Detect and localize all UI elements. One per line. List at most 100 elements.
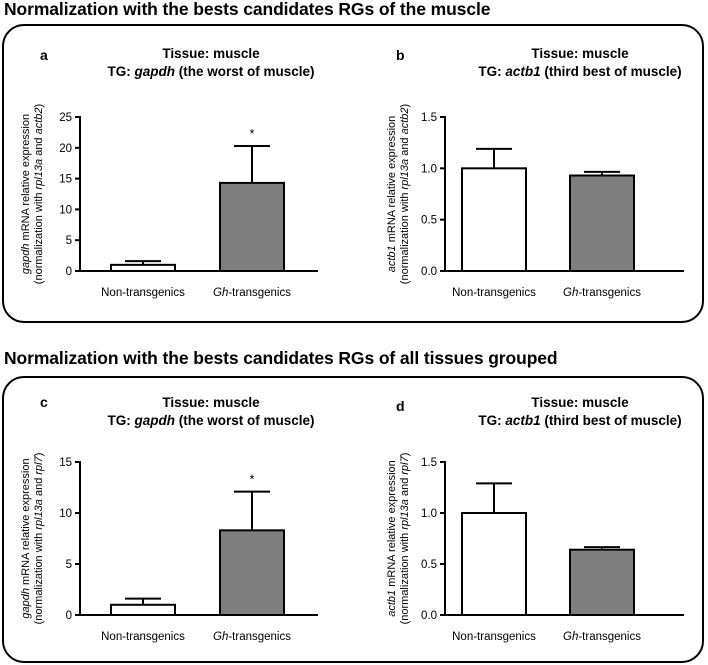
chart-panel-b: b Tissue: muscle TG: actb1 (third best of … — [386, 46, 684, 299]
ylabel-ref2: rpl7 — [33, 455, 45, 474]
category-italic: Gh — [213, 287, 228, 299]
y-tick-label: 5 — [66, 235, 72, 247]
y-tick-label: 5 — [66, 559, 72, 571]
panel-letter: c — [40, 394, 48, 410]
ylabel-suffix: ) — [33, 453, 45, 457]
significance-marker: * — [249, 126, 254, 141]
y-tick-label: 1.5 — [421, 112, 437, 124]
significance-marker: * — [249, 472, 254, 487]
title-suffix: (third best of muscle) — [541, 64, 682, 79]
category-plain: -transgenics — [578, 631, 641, 643]
chart-title-line1: Tissue: muscle — [531, 395, 629, 410]
category-plain: Non-transgenics — [452, 287, 536, 299]
ylabel-and: and — [399, 475, 411, 499]
category-plain: Non-transgenics — [101, 631, 185, 643]
category-plain: -transgenics — [228, 631, 291, 643]
category-plain: -transgenics — [228, 287, 291, 299]
ylabel-ref2: actb2 — [33, 107, 45, 134]
category-plain: -transgenics — [578, 287, 641, 299]
category-italic: Gh — [563, 631, 578, 643]
y-tick-label: 10 — [59, 508, 72, 520]
title-gene: actb1 — [505, 413, 540, 428]
section-title-muscle: Normalization with the bests candidates … — [4, 0, 491, 19]
title-prefix: TG: — [478, 64, 505, 79]
x-tick-label-2: Gh-transgenics — [563, 631, 641, 643]
chart-panel-d: d Tissue: muscle TG: actb1 (third best of … — [386, 395, 684, 643]
bar-1 — [461, 512, 527, 616]
y-axis-label-line2: (normalization with rpl13a and rpl7) — [399, 453, 411, 625]
ylabel-ref1: rpl13a — [33, 499, 45, 530]
ylabel-rest: mRNA relative expression — [386, 116, 398, 246]
ylabel-ref1: rpl13a — [33, 159, 45, 190]
ylabel-suffix: ) — [33, 104, 45, 108]
ylabel-ref2: actb2 — [399, 107, 411, 134]
title-suffix: (the worst of muscle) — [175, 413, 315, 428]
chart-panel-a: a Tissue: muscle TG: gapdh (the worst of m… — [20, 46, 318, 299]
ylabel-gene: gapdh — [20, 244, 32, 275]
y-tick-label: 1.0 — [421, 163, 437, 175]
y-tick-label: 10 — [59, 204, 72, 216]
y-tick-label: 15 — [59, 174, 72, 186]
bar-2 — [219, 181, 285, 272]
title-prefix: TG: — [478, 413, 505, 428]
y-tick-label: 25 — [59, 112, 72, 124]
y-axis-label-line1: actb1 mRNA relative expression — [386, 460, 398, 617]
ylabel-ref1: rpl13a — [399, 159, 411, 190]
y-tick-label: 20 — [59, 143, 72, 155]
panel-frame-all-tissues — [2, 376, 704, 663]
chart-title-line1: Tissue: muscle — [162, 46, 260, 61]
category-plain: Non-transgenics — [101, 287, 185, 299]
title-gene: gapdh — [133, 413, 175, 428]
y-tick-label: 1.5 — [421, 457, 437, 469]
ylabel-suffix: ) — [399, 104, 411, 108]
ylabel-suffix: ) — [399, 453, 411, 457]
category-italic: Gh — [213, 631, 228, 643]
ylabel-prefix: (normalization with — [33, 530, 45, 625]
x-tick-label-1: Non-transgenics — [101, 287, 185, 299]
x-tick-label-1: Non-transgenics — [452, 631, 536, 643]
chart-title-line2: TG: gapdh (the worst of muscle) — [107, 413, 314, 428]
chart-title-line1: Tissue: muscle — [162, 395, 260, 410]
category-plain: Non-transgenics — [452, 631, 536, 643]
chart-title-line2: TG: actb1 (third best of muscle) — [478, 413, 681, 428]
title-prefix: TG: — [107, 64, 134, 79]
ylabel-gene: gapdh — [20, 588, 32, 619]
y-axis-label: actb1 mRNA relative expression (normaliza… — [386, 453, 411, 625]
y-axis-label: gapdh mRNA relative expression (normaliza… — [20, 453, 45, 625]
x-tick-label-2: Gh-transgenics — [213, 287, 291, 299]
ylabel-and: and — [33, 134, 45, 158]
ylabel-ref1: rpl13a — [399, 499, 411, 530]
section-title-all-tissues: Normalization with the bests candidates … — [4, 348, 558, 368]
y-tick-label: 0 — [66, 266, 72, 278]
x-tick-label-1: Non-transgenics — [101, 631, 185, 643]
y-axis-label-line1: gapdh mRNA relative expression — [20, 458, 32, 618]
y-axis-label-line1: gapdh mRNA relative expression — [20, 114, 32, 274]
ylabel-and: and — [399, 134, 411, 158]
y-axis-label: gapdh mRNA relative expression (normaliza… — [20, 104, 45, 284]
x-tick-label-1: Non-transgenics — [452, 287, 536, 299]
ylabel-rest: mRNA relative expression — [20, 114, 32, 244]
ylabel-ref2: rpl7 — [399, 455, 411, 474]
ylabel-rest: mRNA relative expression — [20, 458, 32, 588]
chart-title-line2: TG: actb1 (third best of muscle) — [478, 64, 681, 79]
title-gene: actb1 — [505, 64, 540, 79]
y-tick-label: 0.5 — [421, 215, 437, 227]
panel-letter: b — [396, 47, 405, 63]
panel-letter: d — [396, 398, 405, 414]
bar-2 — [569, 548, 635, 616]
title-gene: gapdh — [133, 64, 175, 79]
y-tick-label: 0 — [66, 610, 72, 622]
ylabel-gene: actb1 — [386, 590, 398, 617]
x-tick-label-2: Gh-transgenics — [563, 287, 641, 299]
y-axis-label-line2: (normalization with rpl13a and actb2) — [399, 104, 411, 284]
y-axis-label: actb1 mRNA relative expression (normaliza… — [386, 104, 411, 284]
ylabel-and: and — [33, 475, 45, 499]
y-tick-label: 0.0 — [421, 610, 437, 622]
ylabel-prefix: (normalization with — [399, 189, 411, 284]
ylabel-prefix: (normalization with — [33, 189, 45, 284]
title-suffix: (third best of muscle) — [541, 413, 682, 428]
title-prefix: TG: — [107, 413, 134, 428]
category-italic: Gh — [563, 287, 578, 299]
chart-panel-c: c Tissue: muscle TG: gapdh (the worst of m… — [20, 394, 318, 643]
